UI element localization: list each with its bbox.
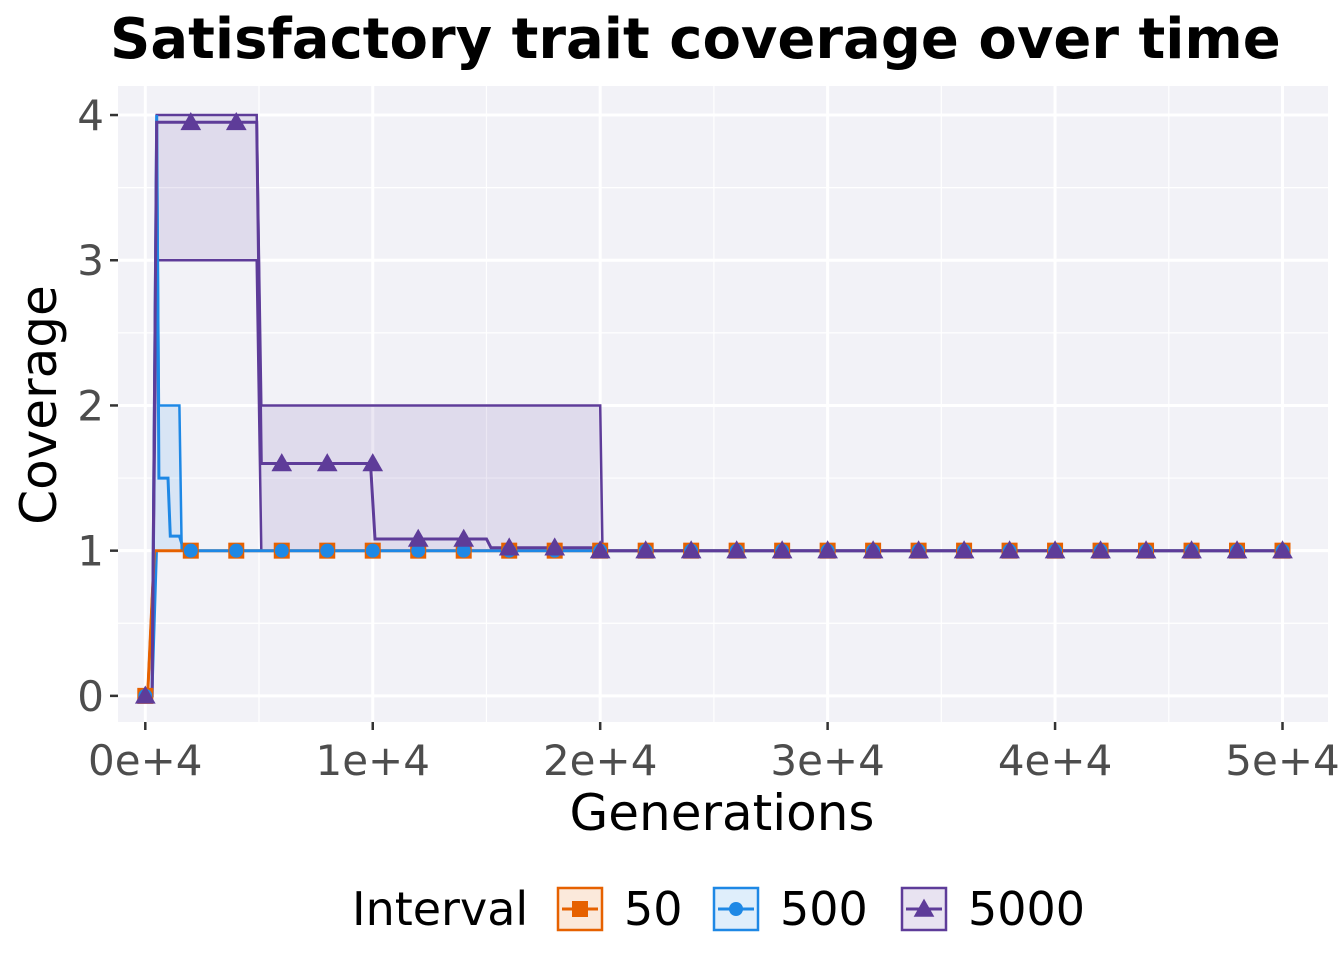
marker-5000 [862,540,884,559]
x-tick-label: 4e+4 [998,736,1112,785]
marker-500 [456,543,471,558]
marker-5000 [1181,540,1202,559]
x-tick-label: 3e+4 [770,736,884,785]
y-tick-label: 3 [77,236,104,285]
marker-5000 [498,537,520,556]
marker-5000 [726,540,747,559]
marker-5000 [362,453,384,472]
legend-key-50 [556,886,604,932]
marker-500 [183,543,198,558]
marker-500 [320,543,335,558]
x-tick-label: 1e+4 [315,736,429,785]
legend-marker-5000 [913,898,935,917]
marker-500 [274,543,289,558]
marker-5000 [271,453,293,472]
legend-key-500 [712,886,760,932]
marker-5000 [1044,540,1066,559]
marker-5000 [316,453,338,472]
marker-500 [411,543,426,558]
marker-5000 [180,111,202,131]
marker-5000 [407,528,429,547]
y-tick-label: 4 [77,91,104,140]
marker-5000 [680,540,702,559]
marker-500 [229,543,244,558]
marker-5000 [908,540,929,559]
y-axis-ticks: 0 1 2 3 4 [77,91,118,721]
legend-label-5000: 5000 [968,882,1085,936]
x-tick-label: 0e+4 [88,736,202,785]
marker-5000 [1135,540,1157,559]
legend-label-500: 500 [780,882,868,936]
legend-key-5000 [900,886,948,932]
x-axis-ticks: 0e+4 1e+4 2e+4 3e+4 4e+4 5e+4 [88,722,1340,785]
x-tick-label: 5e+4 [1225,736,1339,785]
marker-5000 [1090,540,1111,559]
y-tick-label: 0 [77,672,104,721]
x-tick-label: 2e+4 [543,736,657,785]
legend-marker-50 [572,901,588,917]
data-markers [134,111,1293,704]
marker-5000 [589,540,611,559]
legend-marker-500 [729,902,743,916]
marker-5000 [1226,540,1248,559]
y-tick-label: 2 [77,381,104,430]
marker-5000 [453,528,475,547]
marker-5000 [134,685,156,704]
legend-title: Interval [352,882,528,936]
marker-5000 [635,540,657,559]
y-tick-label: 1 [77,527,104,576]
legend-label-50: 50 [624,882,683,936]
marker-5000 [544,537,566,556]
legend: Interval 50 500 5000 [352,882,1085,936]
chart-title: Satisfactory trait coverage over time [110,7,1281,72]
marker-5000 [1272,540,1293,559]
x-axis-label: Generations [570,784,875,842]
marker-5000 [999,540,1020,559]
marker-5000 [225,111,247,131]
marker-5000 [953,540,975,559]
marker-5000 [817,540,838,559]
marker-5000 [771,540,793,559]
marker-500 [365,543,380,558]
y-axis-label: Coverage [10,285,68,525]
